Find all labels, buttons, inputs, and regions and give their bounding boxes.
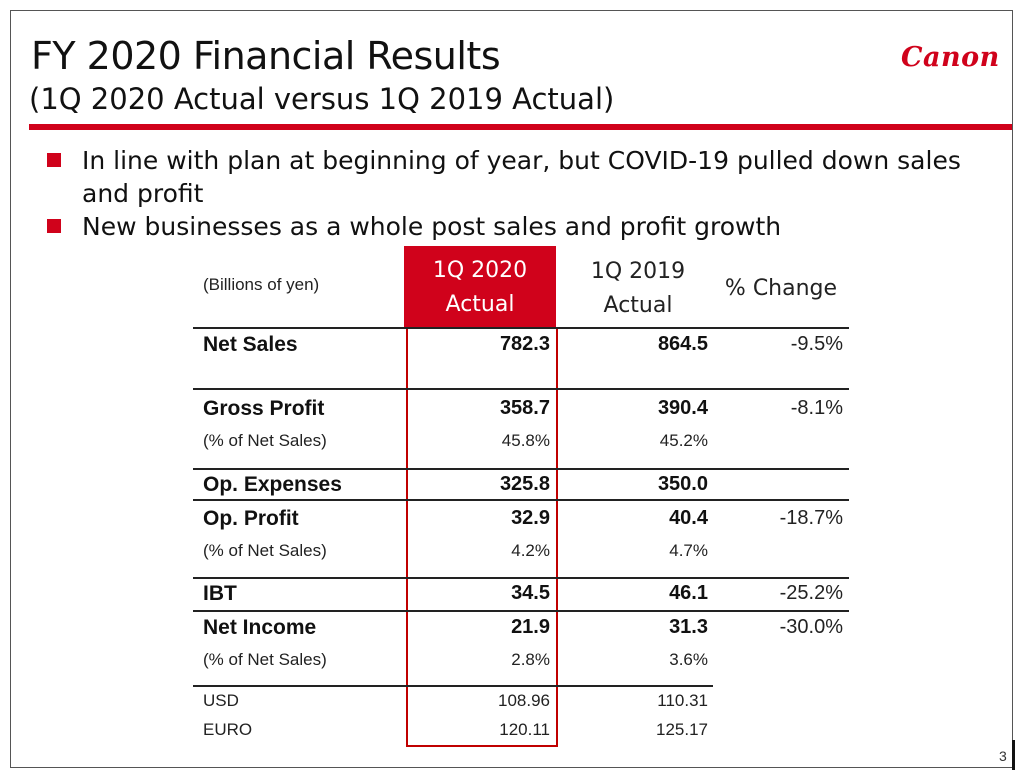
col2-header-line2: Actual xyxy=(603,293,673,318)
value-change: -9.5% xyxy=(790,333,843,355)
table-rule xyxy=(193,388,849,390)
table-rule xyxy=(193,685,713,687)
table-rule xyxy=(193,499,849,501)
value-1q2019: 864.5 xyxy=(657,333,708,355)
bullet-item: New businesses as a whole post sales and… xyxy=(47,210,1007,243)
row-label: USD xyxy=(203,691,239,710)
value-1q2020: 34.5 xyxy=(511,582,550,604)
value-1q2019: 390.4 xyxy=(657,397,708,419)
col2-header-line1: 1Q 2019 xyxy=(590,259,686,284)
value-1q2020: 32.9 xyxy=(511,507,550,529)
col3-header: % Change xyxy=(724,276,838,301)
value-1q2019: 350.0 xyxy=(657,473,708,495)
value-1q2019: 46.1 xyxy=(669,582,708,604)
value-1q2019: 4.7% xyxy=(669,541,708,560)
units-label: (Billions of yen) xyxy=(203,275,320,294)
value-1q2019: 40.4 xyxy=(669,507,708,529)
value-1q2020: 2.8% xyxy=(511,650,550,669)
table-rule xyxy=(193,577,849,579)
value-1q2020: 21.9 xyxy=(511,616,550,638)
row-label: Net Income xyxy=(203,616,317,639)
row-label: EURO xyxy=(203,720,253,739)
col1-header-line2: Actual xyxy=(445,292,515,317)
table-rule xyxy=(193,610,849,612)
value-1q2019: 3.6% xyxy=(669,650,708,669)
value-1q2020: 325.8 xyxy=(499,473,550,495)
value-1q2020: 120.11 xyxy=(499,720,550,739)
table-rule xyxy=(193,468,849,470)
value-change: -18.7% xyxy=(779,507,843,529)
value-1q2019: 125.17 xyxy=(656,720,708,739)
bullet-text: In line with plan at beginning of year, … xyxy=(82,146,961,208)
value-1q2019: 45.2% xyxy=(659,431,708,450)
bullet-square-icon xyxy=(47,153,61,167)
row-label: Op. Expenses xyxy=(203,473,342,496)
value-1q2020: 45.8% xyxy=(501,431,550,450)
bullet-text: New businesses as a whole post sales and… xyxy=(82,212,782,241)
canon-logo: Canon xyxy=(901,42,1000,73)
value-1q2020: 4.2% xyxy=(511,541,550,560)
slide: FY 2020 Financial Results (1Q 2020 Actua… xyxy=(10,10,1013,768)
highlight-column-header: 1Q 2020 Actual xyxy=(404,246,556,328)
bullet-list: In line with plan at beginning of year, … xyxy=(47,144,1007,243)
value-1q2019: 31.3 xyxy=(669,616,708,638)
value-1q2019: 110.31 xyxy=(657,691,708,710)
table-rule xyxy=(193,327,849,329)
row-label: (% of Net Sales) xyxy=(203,541,327,560)
highlight-column-frame xyxy=(406,327,558,747)
slide-subtitle: (1Q 2020 Actual versus 1Q 2019 Actual) xyxy=(29,82,615,116)
row-label: Op. Profit xyxy=(203,507,299,530)
financial-table: (Billions of yen) 1Q 2020 Actual 1Q 2019… xyxy=(193,246,849,747)
value-change: -8.1% xyxy=(790,397,843,419)
page-edge-marker xyxy=(1012,740,1015,770)
row-label: Net Sales xyxy=(203,333,298,356)
value-change: -25.2% xyxy=(779,582,843,604)
title-divider xyxy=(29,124,1012,130)
value-1q2020: 782.3 xyxy=(499,333,550,355)
value-1q2020: 358.7 xyxy=(499,397,550,419)
value-change: -30.0% xyxy=(779,616,843,638)
slide-title: FY 2020 Financial Results xyxy=(31,34,501,78)
bullet-item: In line with plan at beginning of year, … xyxy=(47,144,1007,210)
row-label: Gross Profit xyxy=(203,397,325,420)
col1-header-line1: 1Q 2020 xyxy=(432,258,528,283)
bullet-square-icon xyxy=(47,219,61,233)
value-1q2020: 108.96 xyxy=(498,691,550,710)
row-label: IBT xyxy=(203,582,237,605)
row-label: (% of Net Sales) xyxy=(203,431,327,450)
row-label: (% of Net Sales) xyxy=(203,650,327,669)
page-number: 3 xyxy=(999,748,1007,764)
